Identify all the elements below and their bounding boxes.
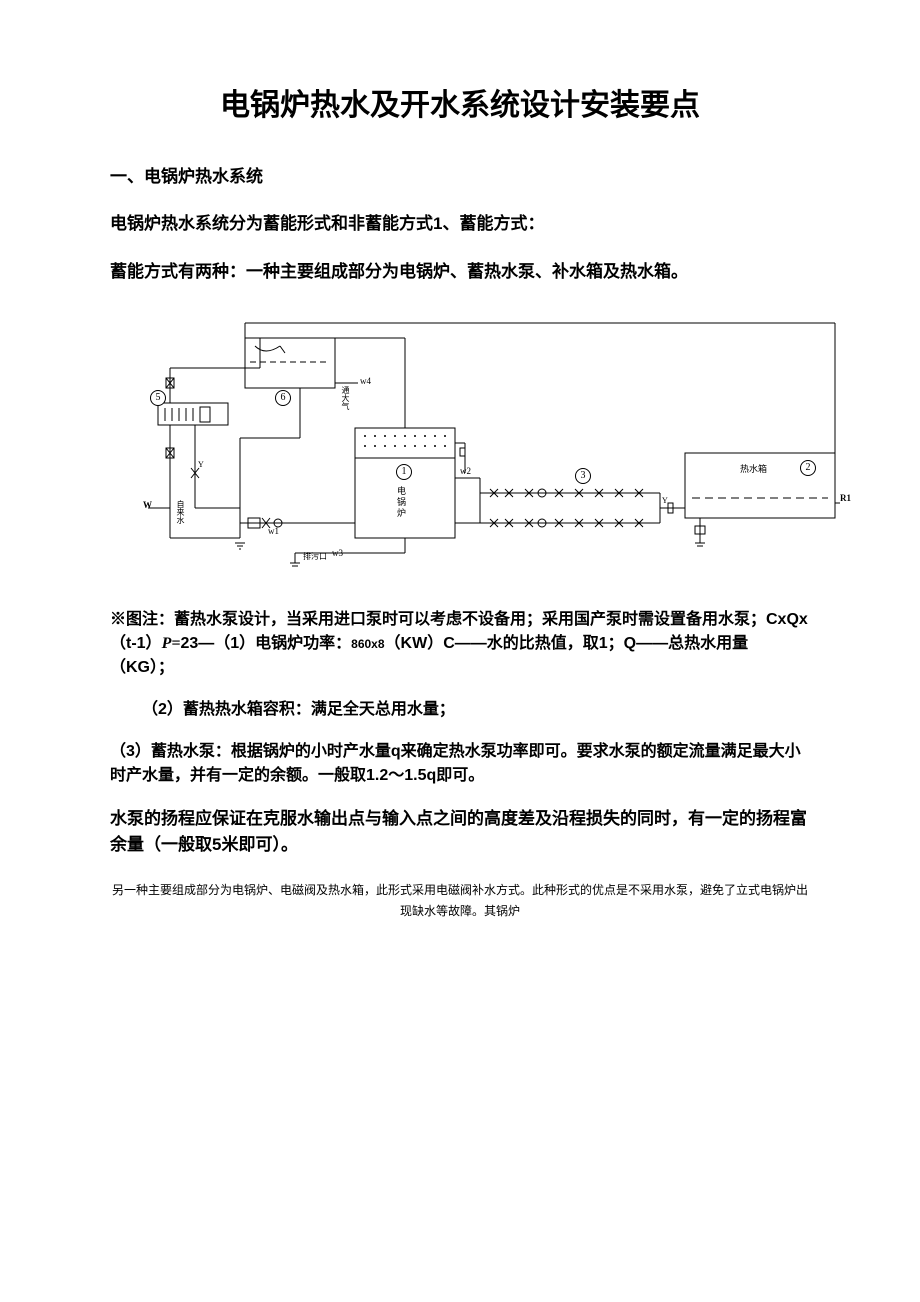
circle-5: 5 <box>150 390 166 406</box>
note-3: （3）蓄热水泵：根据锅炉的小时产水量q来确定热水泵功率即可。要求水泵的额定流量满… <box>110 740 810 788</box>
w1-label: w1 <box>268 526 279 536</box>
system-diagram: 5 6 1 2 3 电锅炉 热水箱 W 自来水 w1 w2 w3 w4 R1 通… <box>140 308 840 578</box>
diagram-svg <box>140 308 840 578</box>
drain-label: 排污口 <box>303 551 327 562</box>
small-note: 另一种主要组成部分为电锅炉、电磁阀及热水箱，此形式采用电磁阀补水方式。此种形式的… <box>110 880 810 921</box>
pump-paragraph: 水泵的扬程应保证在克服水输出点与输入点之间的高度差及沿程损失的同时，有一定的扬程… <box>110 806 810 859</box>
w-label: W <box>143 500 152 510</box>
note1-mid: 23—（1）电锅炉功率： <box>180 635 351 652</box>
note1-sup: 860x8 <box>351 637 384 651</box>
note1-formula: P= <box>162 635 181 652</box>
boiler-label: 电锅炉 <box>395 486 408 519</box>
circle-1: 1 <box>396 464 412 480</box>
w4-label: w4 <box>360 376 371 386</box>
section-heading-1: 一、电锅炉热水系统 <box>110 162 810 187</box>
note-1: ※图注：蓄热水泵设计，当采用进口泵时可以考虑不设备用；采用国产泵时需设置备用水泵… <box>110 608 810 680</box>
circle-2: 2 <box>800 460 816 476</box>
vent-label: 通大气 <box>340 386 351 410</box>
r1-label: R1 <box>840 493 851 503</box>
hot-tank-label: 热水箱 <box>740 462 767 475</box>
paragraph-2: 蓄能方式有两种：一种主要组成部分为电锅炉、蓄热水泵、补水箱及热水箱。 <box>110 259 810 285</box>
y-label-left: Y <box>198 460 204 469</box>
circle-3: 3 <box>575 468 591 484</box>
w2-label: w2 <box>460 466 471 476</box>
w3-label: w3 <box>332 548 343 558</box>
water-label: 自来水 <box>175 500 186 524</box>
paragraph-1: 电锅炉热水系统分为蓄能形式和非蓄能方式1、蓄能方式： <box>110 211 810 237</box>
page-title: 电锅炉热水及开水系统设计安装要点 <box>110 80 810 124</box>
circle-6: 6 <box>275 390 291 406</box>
y-label-right: Y <box>662 496 668 505</box>
note-2: （2）蓄热热水箱容积：满足全天总用水量； <box>110 698 810 722</box>
